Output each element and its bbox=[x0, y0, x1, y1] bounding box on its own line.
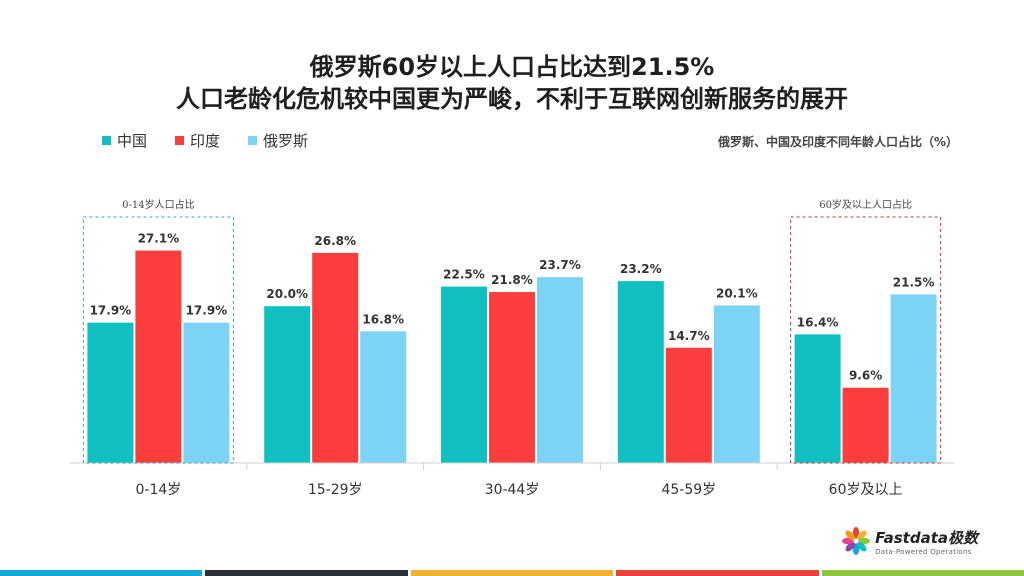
legend-swatch-russia bbox=[248, 136, 258, 145]
footer-bar bbox=[0, 570, 203, 576]
category-label-4: 60岁及以上 bbox=[829, 482, 903, 498]
bar-1-1 bbox=[312, 252, 359, 463]
legend-item-russia: 俄罗斯 bbox=[248, 130, 308, 151]
bar-2-2 bbox=[537, 277, 583, 463]
category-label-0: 0-14岁 bbox=[136, 482, 182, 498]
chart-title-line2: 人口老龄化危机较中国更为严峻，不利于互联网创新服务的展开 bbox=[176, 85, 848, 113]
annotation-label-1: 60岁及以上人口占比 bbox=[819, 198, 912, 211]
data-label-1-2: 16.8% bbox=[362, 312, 404, 326]
chart-title-line1: 俄罗斯60岁以上人口占比达到21.5% bbox=[309, 53, 715, 81]
bar-1-0 bbox=[264, 306, 311, 463]
legend-label-russia: 俄罗斯 bbox=[263, 132, 309, 150]
footer-bar bbox=[821, 570, 1024, 576]
data-label-3-1: 14.7% bbox=[668, 329, 710, 343]
bar-0-0 bbox=[87, 322, 134, 463]
data-label-0-2: 17.9% bbox=[186, 304, 228, 318]
legend-swatch-china bbox=[102, 136, 111, 145]
legend-label-india: 印度 bbox=[190, 132, 221, 150]
footer-color-bars bbox=[0, 570, 1024, 576]
legend-label-china: 中国 bbox=[117, 132, 148, 150]
fastdata-logo: Fastdata极数 Data-Powered Operations bbox=[841, 526, 978, 556]
logo-tagline: Data-Powered Operations bbox=[875, 547, 972, 556]
data-label-1-0: 20.0% bbox=[266, 287, 308, 301]
bar-3-0 bbox=[617, 281, 664, 463]
data-label-4-2: 21.5% bbox=[893, 275, 935, 289]
bar-3-1 bbox=[665, 347, 712, 463]
data-label-3-2: 20.1% bbox=[716, 286, 758, 300]
legend-item-china: 中国 bbox=[102, 130, 147, 151]
footer-bar bbox=[616, 570, 819, 576]
annotation-label-0: 0-14岁人口占比 bbox=[122, 198, 194, 211]
bar-2-0 bbox=[441, 286, 487, 463]
footer-bar bbox=[410, 570, 614, 576]
chart-subtitle: 俄罗斯、中国及印度不同年龄人口占比（%） bbox=[717, 135, 958, 149]
logo-name: Fastdata极数 bbox=[875, 528, 978, 547]
bar-0-2 bbox=[183, 322, 230, 463]
data-label-2-2: 23.7% bbox=[539, 258, 581, 272]
data-label-3-0: 23.2% bbox=[620, 262, 662, 276]
data-label-2-1: 21.8% bbox=[491, 273, 533, 287]
bar-4-0 bbox=[794, 334, 841, 463]
flower-logo-icon bbox=[842, 527, 871, 555]
legend: 中国 印度 俄罗斯 bbox=[102, 130, 308, 151]
legend-item-india: 印度 bbox=[175, 130, 220, 151]
legend-swatch-india bbox=[175, 136, 185, 145]
bar-4-1 bbox=[842, 387, 889, 463]
data-label-1-1: 26.8% bbox=[314, 234, 356, 248]
category-label-2: 30-44岁 bbox=[485, 482, 540, 498]
annotation-box-0 bbox=[82, 216, 234, 464]
data-label-2-0: 22.5% bbox=[443, 268, 485, 282]
data-label-4-1: 9.6% bbox=[849, 369, 882, 383]
data-label-0-1: 27.1% bbox=[138, 232, 180, 246]
data-label-0-0: 17.9% bbox=[90, 304, 132, 318]
bar-3-2 bbox=[713, 305, 760, 463]
bar-2-1 bbox=[489, 292, 535, 463]
bar-1-2 bbox=[360, 331, 407, 463]
annotation-box-1 bbox=[790, 216, 942, 464]
footer-bar bbox=[205, 570, 408, 576]
category-label-3: 45-59岁 bbox=[661, 482, 716, 498]
data-label-4-0: 16.4% bbox=[797, 315, 839, 329]
bar-0-1 bbox=[135, 250, 182, 463]
category-label-1: 15-29岁 bbox=[308, 482, 363, 498]
bar-4-2 bbox=[890, 294, 937, 463]
